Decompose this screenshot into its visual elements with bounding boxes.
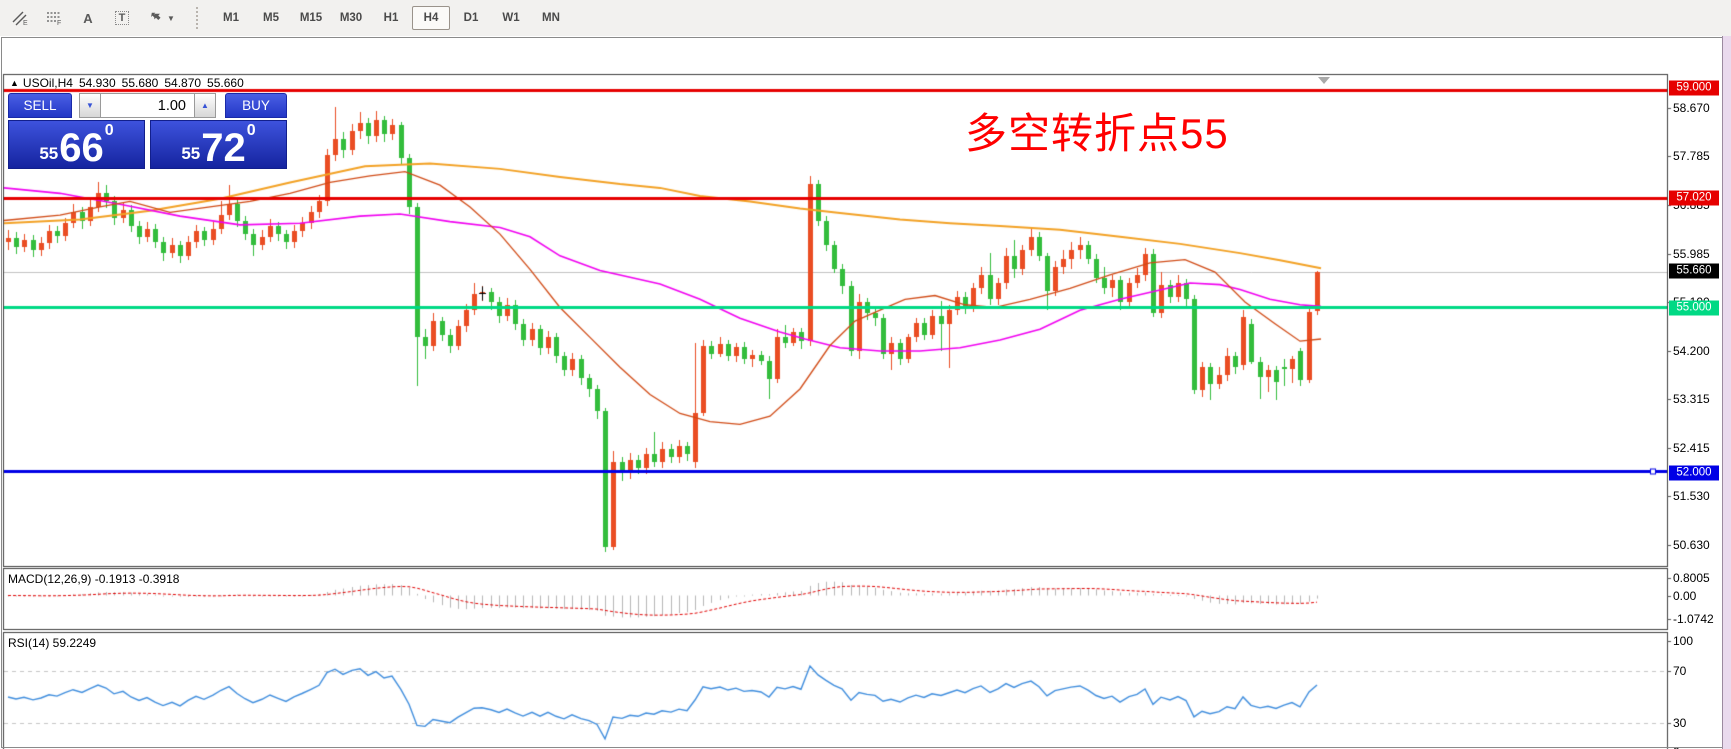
window-edge-strip[interactable] [1722, 36, 1731, 749]
volume-input[interactable]: 1.00 [101, 93, 194, 118]
axis-tick-label: 53.315 [1673, 392, 1710, 406]
price-badge-59.000: 59.000 [1669, 80, 1719, 96]
arrows-dropdown-caret: ▼ [167, 13, 175, 23]
toolbar: E F A T ▼ [0, 0, 1731, 37]
timeframe-button-h4[interactable]: H4 [412, 6, 450, 30]
axis-tick-label: 70 [1673, 664, 1687, 678]
price-badge-55.660: 55.660 [1669, 263, 1719, 279]
chart-annotation-text: 多空转折点55 [965, 110, 1229, 157]
equidistant-channel-icon[interactable]: E [6, 5, 34, 31]
chart-shift-marker-icon[interactable] [1318, 77, 1330, 84]
buy-price-pips: 72 [201, 126, 246, 171]
axis-tick-label: 52.415 [1673, 441, 1710, 455]
toolbar-grip[interactable] [196, 7, 204, 29]
timeframe-button-h1[interactable]: H1 [383, 12, 399, 24]
buy-price-whole: 55 [181, 144, 201, 163]
symbol-period: USOil,H4 [22, 76, 73, 90]
axis-tick-label: 30 [1673, 716, 1687, 730]
timeframe-button-m15[interactable]: M15 [299, 12, 323, 24]
timeframe-button-m1[interactable]: M1 [223, 12, 239, 24]
timeframe-button-mn[interactable]: MN [542, 12, 560, 24]
axis-tick-label: 51.530 [1673, 489, 1710, 503]
svg-text:E: E [23, 20, 28, 26]
axis-tick-label: 54.200 [1673, 344, 1710, 358]
sell-price-button[interactable]: 55 66 0 [8, 120, 145, 169]
buy-button[interactable]: BUY [225, 93, 287, 118]
price-badge-57.020: 57.020 [1669, 190, 1719, 206]
quote-high: 55.680 [121, 76, 159, 90]
axis-tick-label: -1.0742 [1673, 612, 1714, 626]
sell-price-point: 0 [104, 122, 114, 139]
arrows-tool-icon[interactable]: ▼ [142, 5, 182, 31]
timeframe-button-m5[interactable]: M5 [263, 12, 279, 24]
sell-price-whole: 55 [39, 144, 59, 163]
quote-low: 54.870 [164, 76, 202, 90]
line-studies-toolbar: E F A T ▼ [0, 5, 182, 31]
axis-tick-label: 100 [1673, 634, 1694, 648]
svg-text:F: F [57, 20, 61, 26]
price-badge-52.000: 52.000 [1669, 465, 1719, 481]
axis-tick-label: 0.8005 [1673, 571, 1710, 585]
timeframe-button-w1[interactable]: W1 [502, 12, 520, 24]
axis-tick-label: 50.630 [1673, 538, 1710, 552]
axis-tick-label: 57.785 [1673, 149, 1710, 163]
quote-close: 55.660 [207, 76, 244, 90]
timeframe-button-m30[interactable]: M30 [339, 12, 363, 24]
rsi-indicator-label: RSI(14) 59.2249 [8, 636, 97, 650]
volume-increase-button[interactable]: ▲ [194, 93, 216, 118]
collapse-triangle-icon[interactable]: ▲ [10, 78, 19, 88]
axis-tick-label: 0.00 [1673, 589, 1697, 603]
one-click-trade-panel: SELL ▼ 1.00 ▲ BUY 55 66 0 55 72 0 [8, 93, 287, 170]
sell-button[interactable]: SELL [8, 93, 72, 118]
macd-indicator-label: MACD(12,26,9) -0.1913 -0.3918 [8, 572, 180, 586]
buy-price-button[interactable]: 55 72 0 [150, 120, 287, 169]
sell-price-pips: 66 [59, 126, 104, 171]
text-tool-icon[interactable]: A [83, 10, 93, 26]
chart-canvas[interactable] [0, 36, 1731, 749]
axis-tick-label: 58.670 [1673, 101, 1710, 115]
axis-tick-label: 55.985 [1673, 247, 1710, 261]
buy-price-point: 0 [246, 122, 256, 139]
quote-open: 54.930 [78, 76, 116, 90]
fibonacci-icon[interactable]: F [40, 5, 68, 31]
volume-decrease-button[interactable]: ▼ [79, 93, 101, 118]
text-label-icon[interactable]: T [108, 5, 136, 31]
timeframes-toolbar: M1 M5 M15 M30 H1 H4 D1 W1 MN [212, 6, 570, 30]
quote-line: ▲ USOil,H4 54.930 55.680 54.870 55.660 [10, 76, 250, 90]
chart-window: ▲ USOil,H4 54.930 55.680 54.870 55.660 SELL ▼… [0, 36, 1731, 749]
price-badge-55.000: 55.000 [1669, 300, 1719, 316]
timeframe-button-d1[interactable]: D1 [463, 12, 479, 24]
axis-tick-label: 0 [1673, 745, 1729, 749]
